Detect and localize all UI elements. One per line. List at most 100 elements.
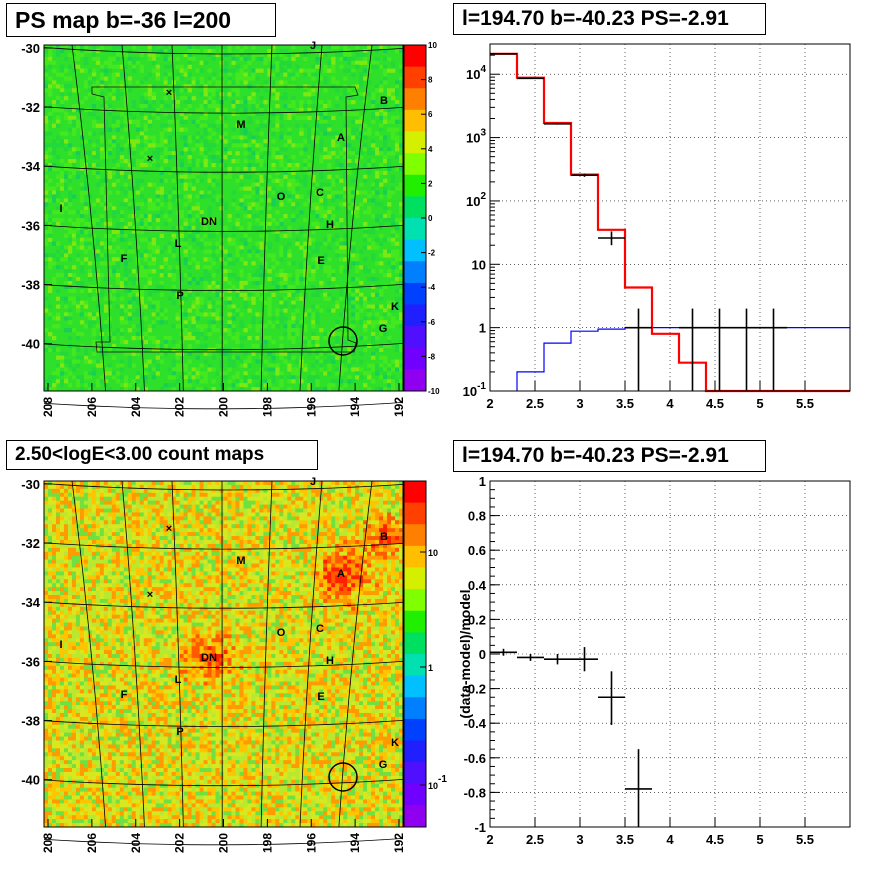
x-tick-label: 3 <box>576 832 583 847</box>
latitude-line <box>43 225 404 232</box>
data-series <box>490 53 787 391</box>
longitude-line <box>171 480 184 828</box>
x-tick-label: 5 <box>756 396 763 411</box>
source-label: B <box>380 95 388 107</box>
longitude-line <box>260 480 273 828</box>
x-tick-label: 194 <box>348 397 362 417</box>
roi-boundary <box>91 86 359 353</box>
data-point <box>490 53 517 55</box>
data-point <box>598 231 625 246</box>
source-circle <box>328 762 358 792</box>
colorbar-swatch <box>404 567 426 590</box>
source-label: DN <box>201 652 217 664</box>
latitude-line <box>43 542 404 550</box>
y-tick-label: 10 <box>472 257 486 272</box>
y-tick-label: 0.8 <box>468 509 486 524</box>
source-label: H <box>326 655 334 667</box>
x-tick-label: 2 <box>486 832 493 847</box>
source-label: B <box>380 531 388 543</box>
x-tick-label: 2.5 <box>526 832 544 847</box>
colorbar-tick-label: 10 <box>428 41 437 50</box>
y-tick-label: -0.6 <box>464 751 486 766</box>
source-label: H <box>326 219 334 231</box>
colorbar-tick-label: 1 <box>428 663 433 673</box>
colorbar-tick-label: -8 <box>428 352 436 361</box>
colorbar-tick-label: -4 <box>428 283 436 292</box>
colorbar-tick-label: 8 <box>428 76 433 85</box>
residual-panel: 2 2.5 3 3.5 4 4.5 5 5.5 1 0.8 0.6 0.4 0.2 0 -0.2 -0.4 -0… <box>457 474 851 847</box>
residual-series <box>490 647 652 827</box>
colorbar-tick-label: -10 <box>428 387 440 396</box>
source-label: M <box>236 119 245 131</box>
y-tick-label: -30 <box>21 477 40 492</box>
colorbar-swatch <box>404 326 426 349</box>
colorbar-swatch <box>404 239 426 262</box>
source-label: O <box>277 191 286 203</box>
colorbar-swatch <box>404 654 426 677</box>
source-label: A <box>337 568 345 580</box>
data-point <box>733 308 760 391</box>
colorbar-swatch <box>404 369 426 392</box>
x-tick-label: 196 <box>304 397 318 417</box>
colorbar-tick-label: 4 <box>428 145 433 154</box>
residual-ylabel: (data-model)/model <box>457 589 473 718</box>
colorbar-swatch <box>404 109 426 132</box>
latitude-line <box>43 343 404 351</box>
x-tick-label: 3.5 <box>616 396 634 411</box>
y-tick-label: 104 <box>466 64 486 82</box>
x-tick-label: 202 <box>173 833 187 853</box>
marker-x: × <box>166 523 172 535</box>
ps-map-heatmap <box>44 45 404 392</box>
x-tick-label: 192 <box>392 397 406 417</box>
source-label: F <box>121 253 128 265</box>
marker-x: × <box>147 589 153 601</box>
count-map-axis-ticks: -30 -32 -34 -36 -38 -40 208 206 204 202 200 198 196 1… <box>21 477 406 853</box>
residual-axes: 2 2.5 3 3.5 4 4.5 5 5.5 1 0.8 0.6 0.4 0.2 0 -0.2 -0.4 -0… <box>464 474 814 847</box>
data-point <box>517 77 544 80</box>
longitude-line <box>171 44 184 392</box>
y-tick-label: 0.6 <box>468 543 486 558</box>
x-tick-label: 206 <box>85 397 99 417</box>
y-tick-label: 0.2 <box>468 612 486 627</box>
colorbar-frame <box>403 480 427 828</box>
ps-map-panel: J B M A I O C DN H F L E P KG × × 10 8 6 4 2 0 -2 -4 -6 -8 -10 -3… <box>21 40 440 417</box>
longitude-line <box>71 480 106 828</box>
residual-grid <box>489 480 850 828</box>
count-map-grid <box>43 480 404 846</box>
latitude-line <box>43 284 404 291</box>
source-label: P <box>176 290 183 302</box>
source-label: M <box>236 555 245 567</box>
x-tick-label: 4 <box>666 396 674 411</box>
x-tick-label: 206 <box>85 833 99 853</box>
x-tick-label: 5.5 <box>796 396 814 411</box>
count-map-colorbar: 10 1 10-1 <box>403 480 447 828</box>
source-label: K <box>391 301 399 313</box>
y-tick-label: -1 <box>474 820 486 835</box>
colorbar-swatch <box>404 805 426 828</box>
y-tick-label: 10-1 <box>463 381 487 399</box>
ps-map-axis-ticks: -30 -32 -34 -36 -38 -40 208 206 204 202 200 198 196 1… <box>21 41 406 417</box>
source-label: I <box>59 203 62 215</box>
colorbar-swatch <box>404 481 426 504</box>
colorbar-swatch <box>404 131 426 154</box>
longitude-line <box>71 44 106 392</box>
y-tick-label: 102 <box>466 191 486 209</box>
source-label: F <box>121 689 128 701</box>
y-tick-label: -40 <box>21 337 40 352</box>
colorbar-swatch <box>404 675 426 698</box>
y-tick-label: -36 <box>21 218 40 233</box>
x-tick-label: 192 <box>392 833 406 853</box>
x-tick-label: 5 <box>756 832 763 847</box>
data-point <box>625 308 652 391</box>
y-tick-label: 103 <box>466 128 486 146</box>
x-tick-label: 4 <box>666 832 674 847</box>
background-line <box>516 327 850 391</box>
residual-point <box>544 654 571 665</box>
latitude-line <box>43 165 404 173</box>
colorbar-swatch <box>404 88 426 111</box>
x-tick-label: 204 <box>129 833 143 853</box>
residual-point <box>490 648 517 656</box>
residual-point <box>571 647 598 672</box>
spectrum-panel: 2 2.5 3 3.5 4 4.5 5 5.5 10-1 1 10 102 103 104 <box>463 43 851 411</box>
y-tick-label: -40 <box>21 773 40 788</box>
